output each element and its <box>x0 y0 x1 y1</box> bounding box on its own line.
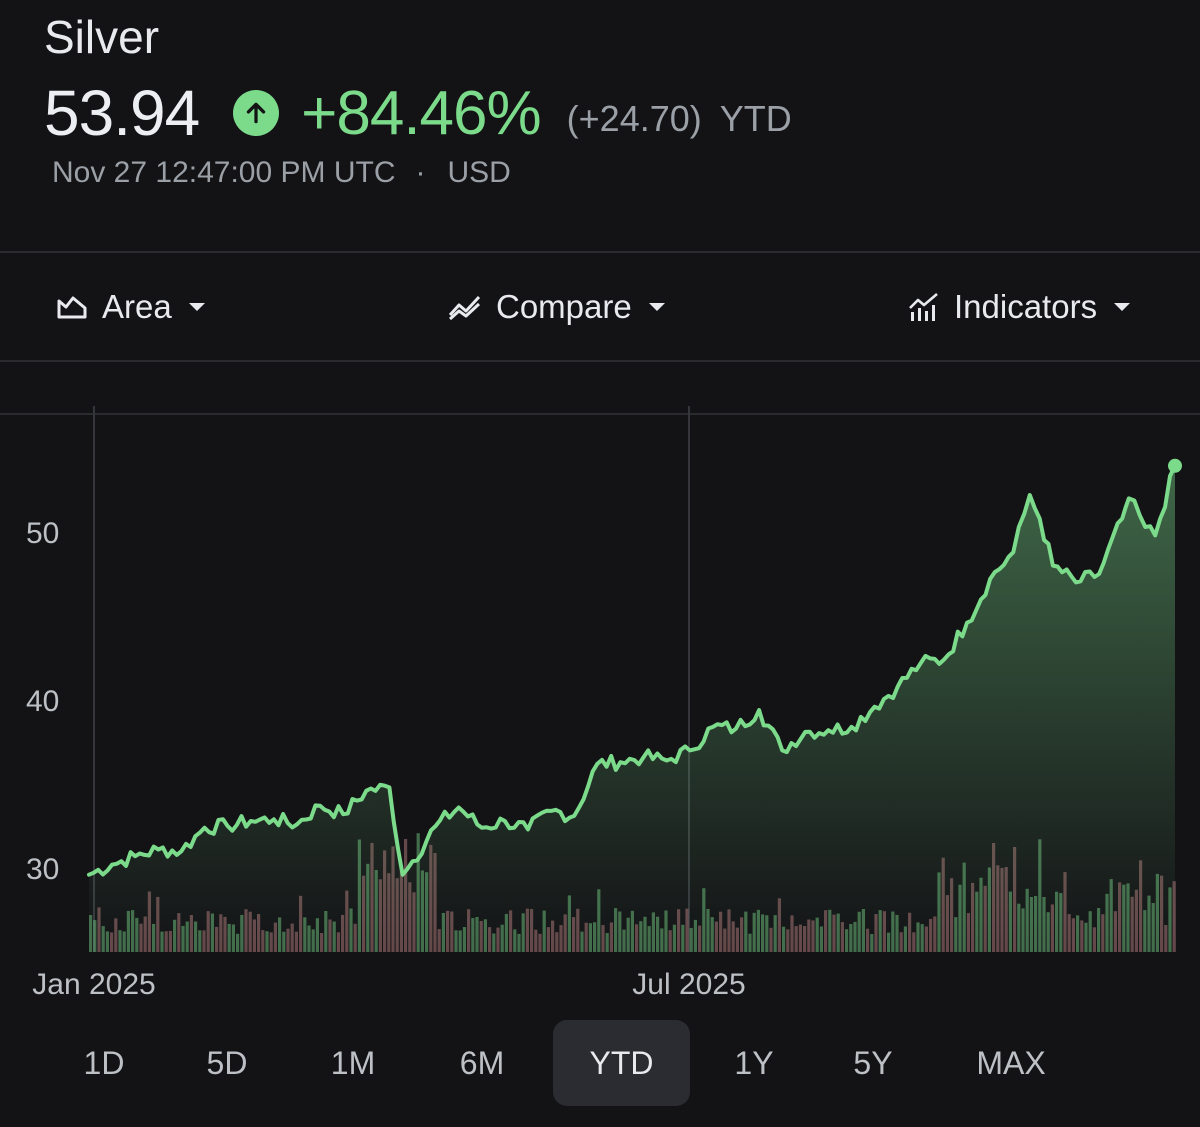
range-5d[interactable]: 5D <box>206 1044 248 1081</box>
range-ytd[interactable]: YTD <box>553 1020 690 1106</box>
price-chart[interactable]: 50 40 30 Jan 2025 Jul 2025 <box>0 362 1200 1012</box>
indicators-icon <box>908 292 940 322</box>
price-chart-svg: 50 40 30 Jan 2025 Jul 2025 <box>0 406 1200 1001</box>
range-6m[interactable]: 6M <box>459 1044 505 1081</box>
divider-toolbar <box>0 360 1200 362</box>
chart-toolbar: Area Compare Indicators <box>0 254 1200 360</box>
range-1m[interactable]: 1M <box>330 1044 376 1081</box>
quote-meta: Nov 27 12:47:00 PM UTC · USD <box>52 156 511 190</box>
quote-timestamp: Nov 27 12:47:00 PM UTC <box>52 156 396 189</box>
quote-currency: USD <box>447 156 511 189</box>
price-line <box>87 463 1177 877</box>
chart-type-label: Area <box>102 288 172 325</box>
area-chart-icon <box>56 293 88 321</box>
range-1d[interactable]: 1D <box>83 1044 125 1081</box>
range-1y[interactable]: 1Y <box>734 1044 774 1081</box>
change-absolute: (+24.70) <box>566 98 702 139</box>
compare-dropdown[interactable]: Compare <box>448 254 666 360</box>
change-percent: +84.46% <box>301 78 541 148</box>
range-max[interactable]: MAX <box>976 1044 1046 1081</box>
range-selector: 1D 5D 1M 6M YTD 1Y 5Y MAX <box>0 1018 1200 1108</box>
y-tick-label: 30 <box>26 853 59 886</box>
indicators-dropdown[interactable]: Indicators <box>908 254 1131 360</box>
area-fill <box>89 465 1175 952</box>
change-period: YTD <box>719 98 792 139</box>
y-tick-label: 50 <box>26 517 59 550</box>
range-5y[interactable]: 5Y <box>853 1044 893 1081</box>
x-tick-label: Jan 2025 <box>32 968 155 1001</box>
price-row: 53.94 +84.46% (+24.70) YTD <box>44 77 792 149</box>
caret-down-icon <box>1113 302 1131 312</box>
last-price-dot <box>1168 458 1182 473</box>
arrow-up-icon <box>233 90 280 136</box>
caret-down-icon <box>648 302 666 312</box>
asset-title: Silver <box>44 11 160 63</box>
x-tick-label: Jul 2025 <box>632 968 745 1001</box>
compare-label: Compare <box>496 288 632 325</box>
chart-type-dropdown[interactable]: Area <box>56 254 206 360</box>
y-tick-label: 40 <box>26 685 59 718</box>
meta-separator: · <box>415 156 426 189</box>
divider-top <box>0 251 1200 253</box>
indicators-label: Indicators <box>954 288 1098 325</box>
caret-down-icon <box>188 302 206 312</box>
compare-icon <box>448 293 482 321</box>
current-price: 53.94 <box>44 77 200 149</box>
